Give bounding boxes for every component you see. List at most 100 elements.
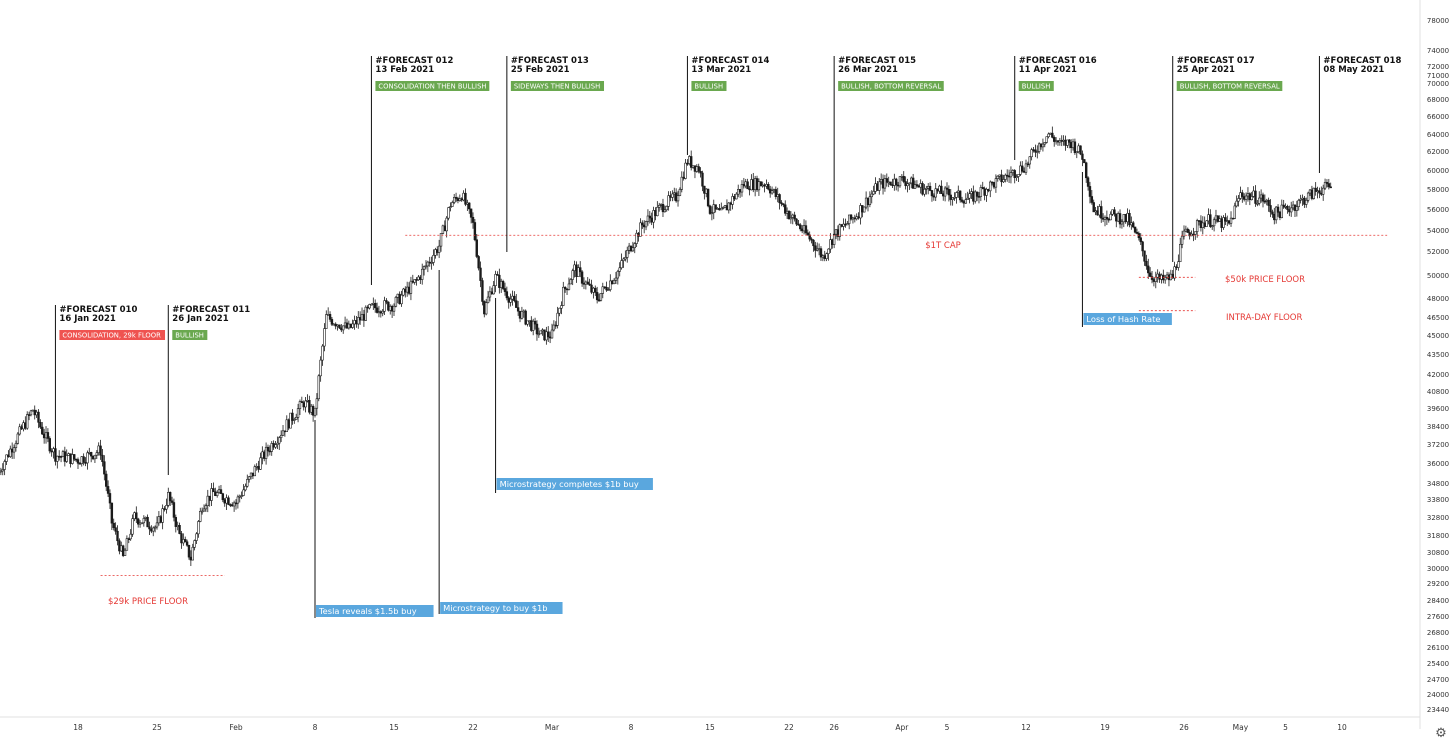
forecast-tag-label: BULLISH, BOTTOM REVERSAL [841, 83, 941, 91]
candle-body [86, 452, 89, 464]
candle-body [234, 502, 238, 505]
candle-body [338, 324, 341, 329]
candle-body [1211, 225, 1214, 228]
candle-body [772, 189, 776, 192]
candle-body [705, 188, 708, 194]
candle-body [552, 324, 556, 331]
candle-body [140, 522, 144, 525]
candle-body [972, 191, 975, 202]
candle-body [765, 184, 768, 187]
candle-body [522, 310, 525, 313]
candle-body [614, 277, 618, 281]
candle-body [492, 285, 495, 295]
candle-body [584, 281, 588, 285]
candle-body [208, 495, 211, 501]
candle-body [443, 225, 446, 232]
candle-body [1054, 140, 1058, 143]
candle-body [1073, 141, 1077, 154]
candle-body [943, 187, 947, 197]
forecast-date-label: 11 Apr 2021 [1019, 65, 1077, 75]
candle-body [16, 433, 20, 444]
x-tick-label: 19 [1100, 723, 1110, 732]
candle-body [0, 470, 3, 473]
candle-body [69, 453, 72, 464]
candle-body [673, 192, 676, 195]
x-tick-label: 8 [313, 723, 318, 732]
candle-body [469, 208, 473, 218]
candle-body [385, 300, 388, 303]
candle-body [1107, 218, 1110, 221]
candle-body [816, 248, 819, 251]
candle-body [565, 288, 569, 291]
candle-body [895, 178, 898, 186]
candle-body [483, 301, 486, 315]
forecast-tag-label: CONSOLIDATION, 29k FLOOR [62, 332, 161, 340]
candle-body [1216, 215, 1220, 222]
candle-body [257, 466, 260, 470]
candle-body [806, 232, 810, 236]
candle-body [496, 273, 499, 276]
candle-body [1310, 189, 1314, 199]
candle-body [413, 279, 416, 283]
y-tick-label: 40800 [1427, 388, 1449, 396]
candle-body [541, 329, 544, 332]
settings-gear-icon[interactable]: ⚙ [1435, 726, 1447, 741]
candle-body [20, 426, 23, 430]
candle-body [1122, 214, 1126, 223]
forecast-date-label: 13 Feb 2021 [375, 65, 434, 75]
candle-body [165, 505, 168, 510]
candle-body [1214, 215, 1218, 221]
candle-body [1321, 187, 1325, 195]
candle-body [1314, 187, 1317, 192]
forecast-id-label: #FORECAST 010 [59, 305, 137, 315]
candle-body [716, 208, 719, 210]
event-label-box [496, 478, 653, 490]
candle-body [735, 193, 738, 200]
candle-body [1135, 231, 1139, 234]
candle-body [1325, 181, 1329, 184]
candle-body [1177, 261, 1180, 268]
candle-body [283, 430, 287, 433]
candle-body [27, 414, 31, 416]
candle-body [577, 267, 580, 277]
candle-body [170, 500, 174, 503]
candle-body [684, 162, 687, 179]
candle-body [1306, 192, 1310, 201]
candle-body [287, 419, 290, 429]
candle-body [105, 473, 108, 487]
candle-body [127, 538, 130, 540]
candle-body [1132, 222, 1135, 228]
candle-body [955, 192, 958, 198]
candle-body [580, 271, 584, 284]
candle-body [784, 204, 787, 214]
candle-body [725, 205, 729, 211]
y-tick-label: 43500 [1427, 351, 1449, 359]
candle-body [714, 204, 717, 210]
candle-body [560, 305, 563, 309]
candle-body [1239, 192, 1242, 199]
candle-body [215, 492, 219, 496]
candle-body [1327, 183, 1331, 188]
candle-body [138, 522, 142, 525]
candle-body [313, 407, 317, 416]
candle-body [381, 310, 384, 314]
candle-body [539, 330, 542, 335]
candle-body [665, 206, 668, 211]
event-label: Microstrategy completes $1b buy [500, 479, 639, 489]
y-tick-label: 26100 [1427, 644, 1449, 652]
forecast-tag-box [1176, 81, 1283, 91]
candle-body [968, 193, 971, 199]
candle-body [246, 479, 249, 487]
candle-body [1105, 216, 1109, 220]
candle-body [300, 401, 304, 403]
candle-body [197, 521, 200, 535]
candle-body [152, 527, 155, 532]
x-tick-label: 12 [1021, 723, 1031, 732]
candle-body [524, 310, 527, 325]
x-tick-label: Apr [895, 723, 909, 732]
candle-body [1180, 235, 1184, 245]
candle-body [838, 224, 841, 237]
candle-body [419, 276, 422, 280]
